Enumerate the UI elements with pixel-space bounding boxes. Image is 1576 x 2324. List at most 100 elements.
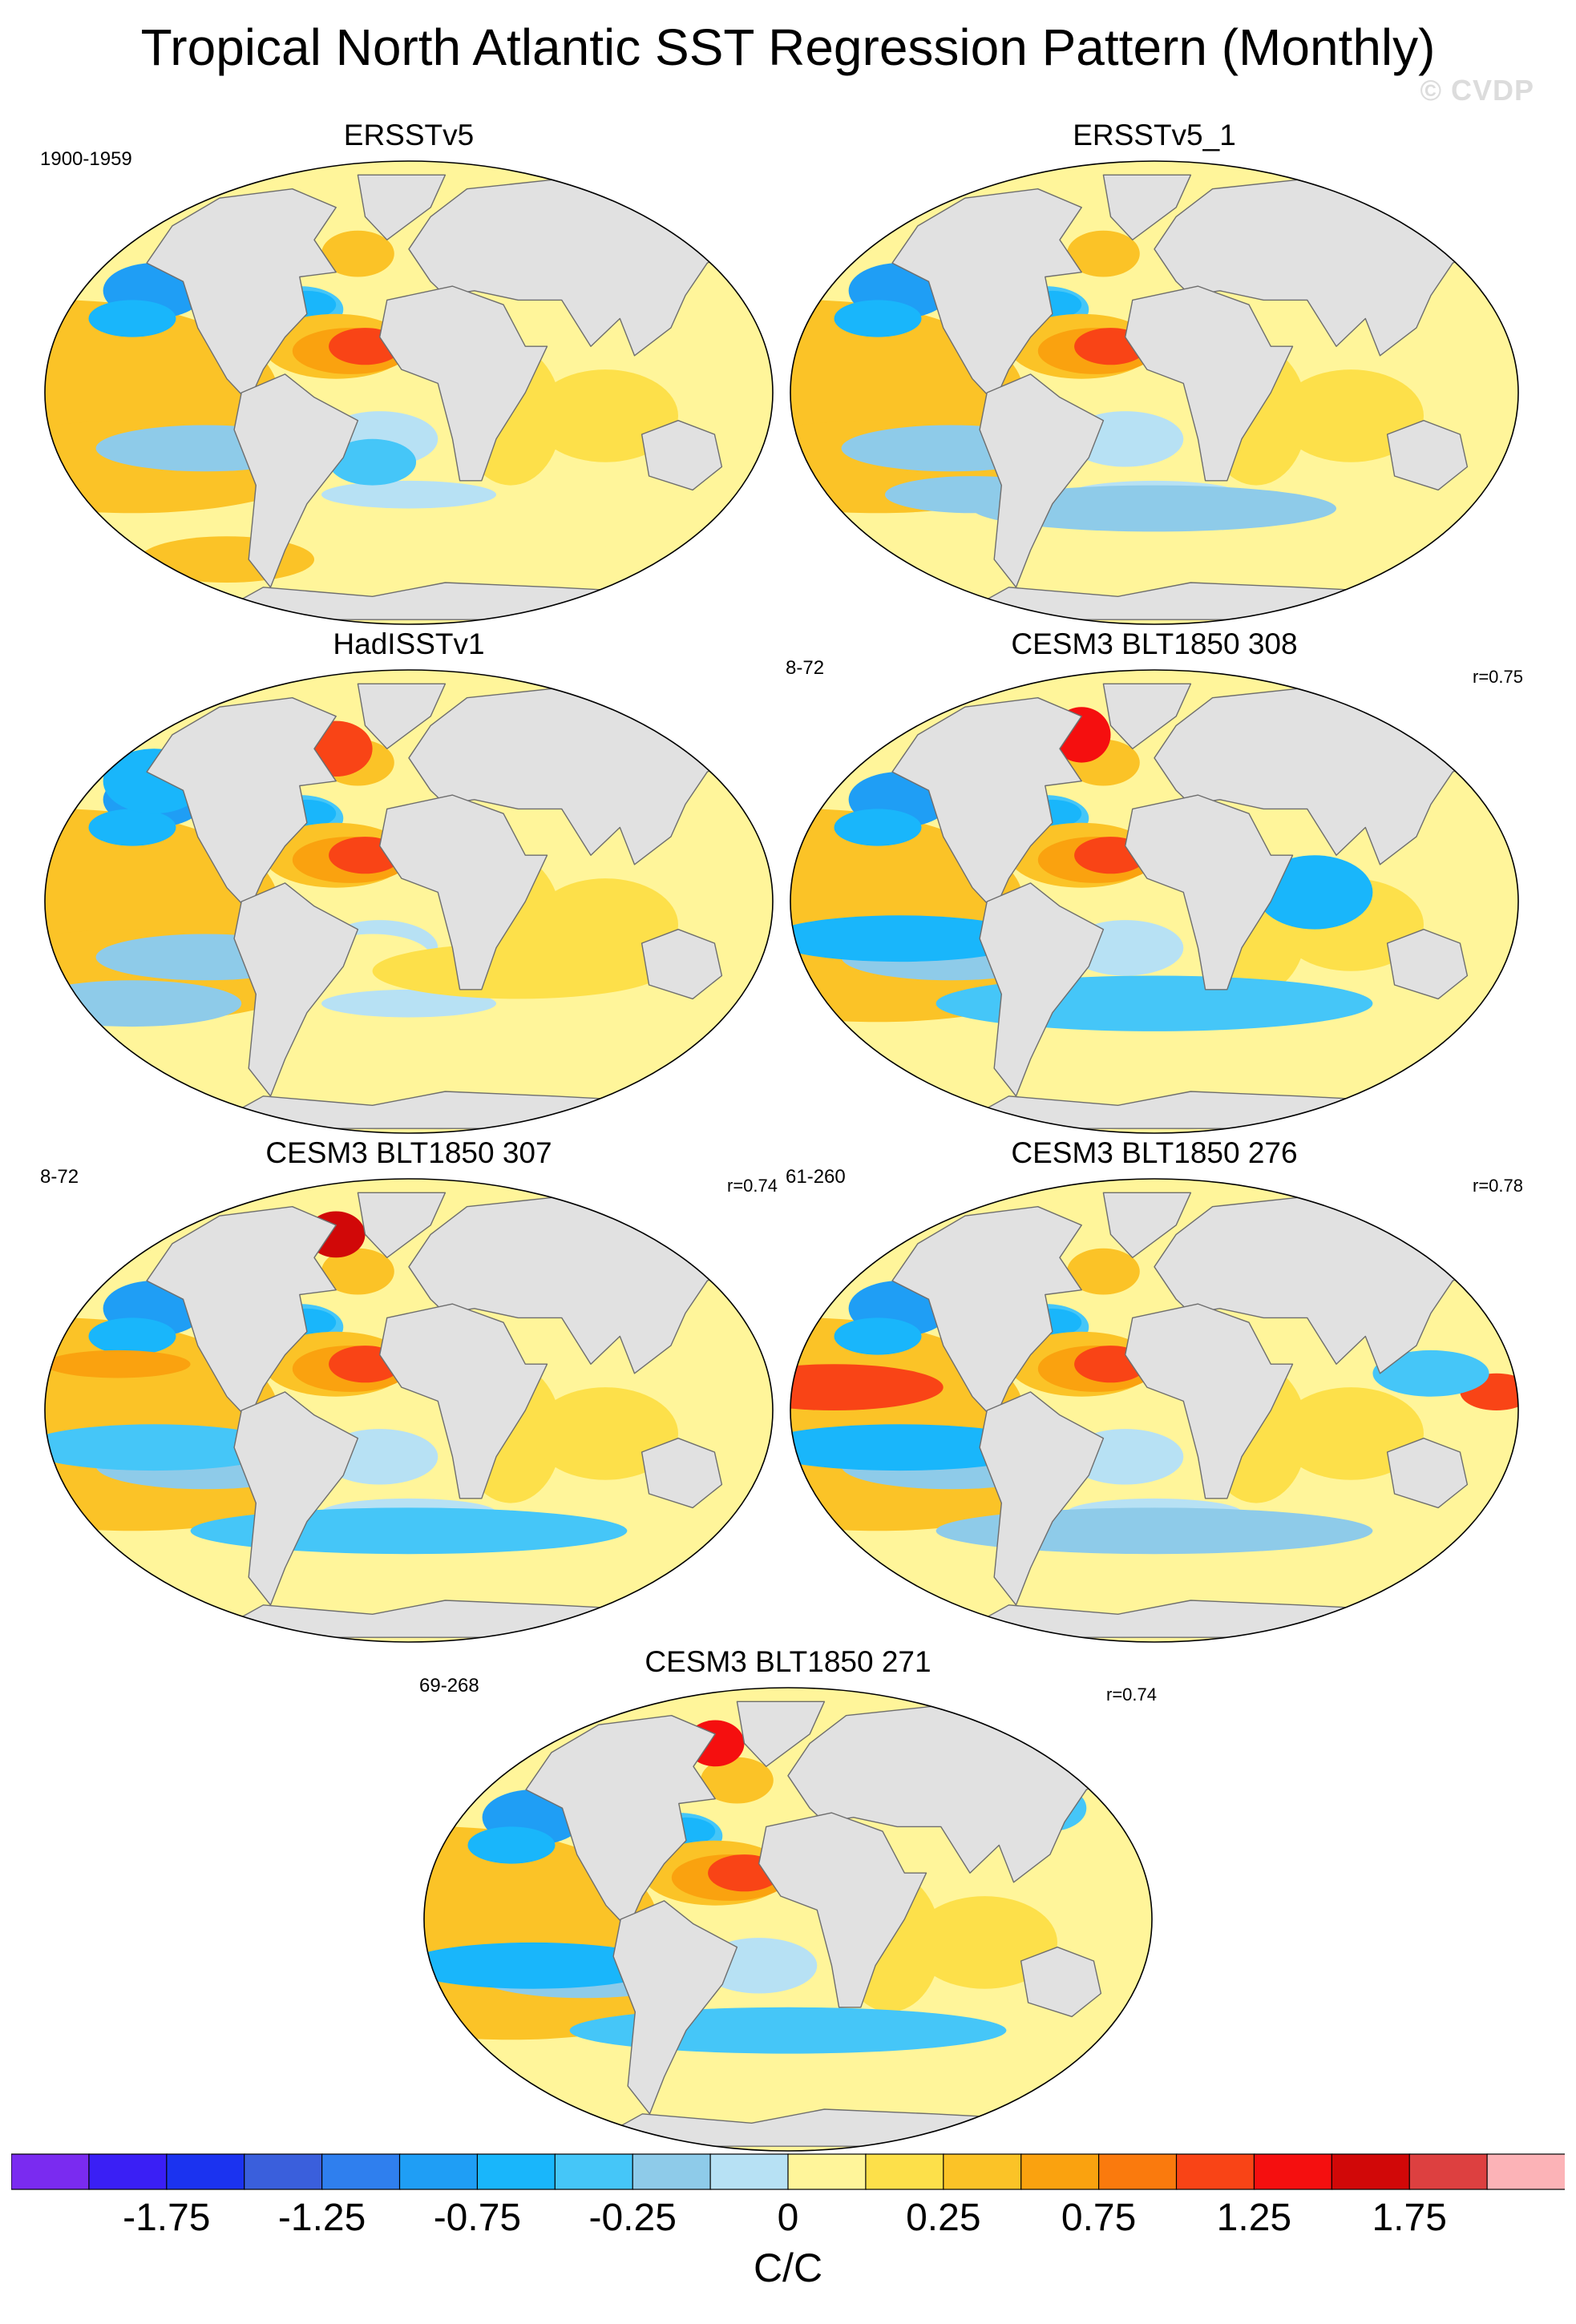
land-namerica [891,697,1082,912]
anomaly-contour [329,438,417,486]
panel-title: CESM3 BLT1850 307 [265,1136,552,1169]
panel-period: 8-72 [786,657,825,679]
anomaly-contour [701,1757,774,1804]
land-samerica [233,1391,359,1606]
anomaly-contour [45,1424,285,1471]
anomaly-contour [790,915,1031,962]
land-australia [1386,420,1469,491]
figure-title: Tropical North Atlantic SST Regression P… [140,18,1436,76]
anomaly-contour [88,300,176,337]
colorbar-tick-label: -0.75 [433,2197,522,2239]
anomaly-contour [45,1350,191,1378]
land-samerica [979,882,1105,1097]
land-australia [1020,1947,1102,2018]
land-namerica [146,1206,337,1421]
regression-map [790,669,1519,1134]
panel-period: 8-72 [40,1166,79,1188]
colorbar-swatch [321,2153,401,2190]
globe-outline [44,160,774,625]
map-panel-ersstv5-1: ERSSTv5_1 [786,116,1523,629]
land-antarctica [584,2108,1080,2147]
panel-period: 61-260 [786,1166,846,1188]
land-samerica [979,373,1105,588]
colorbar-swatch [943,2153,1022,2190]
colorbar-swatch [476,2153,556,2190]
anomaly-contour [424,1942,665,1989]
land-greenland [1102,1192,1192,1259]
anomaly-contour [790,1424,1045,1471]
panel-correlation: r=0.75 [1473,667,1523,687]
land-australia [641,929,723,1000]
colorbar-swatch [1175,2153,1255,2190]
colorbar-tick-label: 0.75 [1061,2197,1137,2239]
anomaly-contour [834,300,922,337]
land-samerica [612,1900,738,2115]
colorbar-swatch [1408,2153,1489,2190]
map-panel-hadisstv1: HadISSTv1 [40,625,778,1138]
colorbar-swatch [1331,2153,1411,2190]
colorbar-swatch [1486,2153,1565,2190]
land-africa [758,1812,927,2008]
colorbar-tick-label: -1.75 [123,2197,211,2239]
anomaly-contour [372,943,664,999]
anomaly-contour [790,1364,944,1411]
land-australia [641,1438,723,1509]
land-greenland [357,683,447,750]
anomaly-contour [911,1896,1057,1989]
panel-title: CESM3 BLT1850 308 [1011,627,1298,660]
anomaly-contour [350,508,642,555]
land-antarctica [950,1091,1446,1129]
land-antarctica [950,582,1446,620]
anomaly-contour [88,1317,176,1355]
panel-period: 69-268 [419,1675,479,1697]
land-antarctica [204,582,701,620]
colorbar-swatch [787,2153,867,2190]
colorbar-swatch [1020,2153,1100,2190]
colorbar-swatch [244,2153,323,2190]
map-panel-ersstv5: ERSSTv5 1900-1959 [40,116,778,629]
land-africa [379,285,548,482]
regression-map [423,1687,1153,2152]
panel-title: CESM3 BLT1850 271 [645,1645,931,1678]
land-australia [641,420,723,491]
colorbar-swatch [632,2153,712,2190]
land-africa [1125,1303,1294,1499]
anomaly-contour [972,485,1336,532]
land-antarctica [204,1091,701,1129]
land-antarctica [950,1600,1446,1638]
map-panel-cesm3-308: CESM3 BLT1850 308 8-72 r=0.75 [786,625,1523,1138]
land-africa [1125,794,1294,991]
anomaly-contour [1372,1350,1489,1397]
anomaly-contour [467,1826,556,1864]
colorbar-swatch [709,2153,790,2190]
land-australia [1386,1438,1469,1509]
colorbar-tick-label: 1.75 [1372,2197,1447,2239]
panel-correlation: r=0.78 [1473,1176,1523,1196]
anomaly-contour [321,989,496,1018]
cvdp-watermark: © CVDP [1420,74,1534,107]
anomaly-contour [532,1387,678,1480]
panel-correlation: r=0.74 [1106,1684,1157,1705]
land-antarctica [204,1600,701,1638]
regression-map [44,160,774,625]
colorbar-tick-label: -0.25 [588,2197,677,2239]
colorbar-swatch [1253,2153,1333,2190]
anomaly-contour [321,480,496,509]
map-panel-cesm3-307: CESM3 BLT1850 307 8-72 r=0.74 [40,1134,778,1647]
regression-map [790,1178,1519,1643]
globe-outline [790,669,1519,1134]
regression-map [44,669,774,1134]
anomaly-contour [88,809,176,846]
panel-title: ERSSTv5_1 [1073,119,1236,151]
colorbar [11,2153,1565,2190]
colorbar-units: C/C [753,2245,823,2290]
panel-title: CESM3 BLT1850 276 [1011,1136,1298,1169]
land-namerica [146,188,337,403]
colorbar-tick-label: -1.25 [277,2197,366,2239]
anomaly-contour [1067,1248,1140,1295]
land-greenland [736,1701,826,1768]
anomaly-contour [350,1017,642,1064]
colorbar-swatch [865,2153,945,2190]
land-australia [1386,929,1469,1000]
anomaly-contour [1278,369,1424,462]
